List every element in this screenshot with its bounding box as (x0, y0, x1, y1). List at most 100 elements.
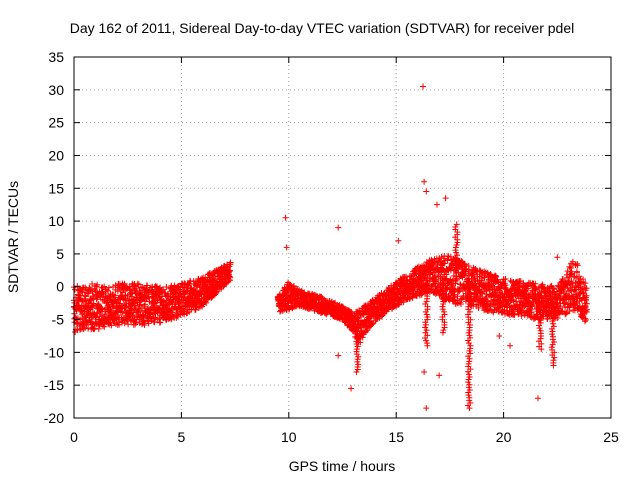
data-point (212, 291, 219, 298)
data-point (536, 306, 543, 313)
data-point (423, 405, 430, 412)
data-point (91, 325, 98, 332)
data-point (461, 272, 468, 279)
y-tick-label: -10 (44, 344, 64, 360)
data-point (440, 282, 447, 289)
data-point (73, 307, 80, 314)
data-point (423, 277, 430, 284)
data-point (532, 286, 539, 293)
data-point (465, 384, 472, 391)
data-point (537, 309, 544, 316)
x-tick-label: 25 (603, 429, 619, 445)
data-point (121, 304, 128, 311)
data-point (551, 354, 558, 361)
data-point (96, 321, 103, 328)
data-point (335, 224, 342, 231)
data-point (515, 278, 522, 285)
data-point (502, 276, 509, 283)
data-point (127, 305, 134, 312)
data-point (422, 321, 429, 328)
data-point (424, 274, 431, 281)
data-point (348, 385, 355, 392)
data-point (439, 306, 446, 313)
data-point (105, 284, 112, 291)
x-tick-label: 5 (178, 429, 186, 445)
data-point (570, 273, 577, 280)
data-point (583, 306, 590, 313)
data-point (439, 329, 446, 336)
data-point (453, 221, 460, 228)
data-point (466, 397, 473, 404)
data-point (112, 292, 119, 299)
y-tick-label: 5 (56, 246, 64, 262)
data-point (85, 290, 92, 297)
data-point (83, 321, 90, 328)
data-point (568, 268, 575, 275)
data-point (511, 303, 518, 310)
data-point (549, 320, 556, 327)
data-point (548, 325, 555, 332)
data-point (511, 311, 518, 318)
data-point (75, 292, 82, 299)
y-tick-label: 25 (48, 115, 64, 131)
data-point (532, 280, 539, 287)
data-point (354, 328, 361, 335)
data-point (454, 252, 461, 259)
data-point (129, 312, 136, 319)
data-point (432, 276, 439, 283)
data-point (227, 261, 234, 268)
data-point (104, 302, 111, 309)
data-point (550, 305, 557, 312)
data-point (353, 330, 360, 337)
data-point (354, 333, 361, 340)
data-point (213, 278, 220, 285)
data-point (467, 295, 474, 302)
data-point (353, 369, 360, 376)
data-point (156, 316, 163, 323)
data-point (535, 322, 542, 329)
data-point (536, 301, 543, 308)
data-point (144, 282, 151, 289)
data-point (443, 275, 450, 282)
data-point (539, 297, 546, 304)
data-point (564, 268, 571, 275)
data-point (213, 288, 220, 295)
data-point (157, 319, 164, 326)
data-point (441, 260, 448, 267)
data-point (583, 285, 590, 292)
data-point (129, 311, 136, 318)
data-point (456, 288, 463, 295)
grid (74, 57, 611, 418)
data-point (495, 307, 502, 314)
data-point (157, 284, 164, 291)
data-point (452, 244, 459, 251)
data-point (551, 312, 558, 319)
data-point (107, 307, 114, 314)
data-point (195, 304, 202, 311)
y-tick-labels: -20 -15 -10 -5 0 5 10 15 20 25 30 35 (44, 49, 64, 426)
data-point (441, 324, 448, 331)
data-point (422, 334, 429, 341)
data-point (421, 369, 428, 376)
data-point (569, 280, 576, 287)
data-point (279, 307, 286, 314)
data-point (101, 283, 108, 290)
data-point (549, 331, 556, 338)
data-point (423, 327, 430, 334)
data-point (582, 317, 589, 324)
data-point (550, 362, 557, 369)
data-point (82, 293, 89, 300)
data-point (465, 288, 472, 295)
data-point (116, 300, 123, 307)
y-axis-label: SDTVAR / TECUs (5, 181, 21, 293)
data-point (124, 292, 131, 299)
data-point (510, 297, 517, 304)
data-point (466, 293, 473, 300)
data-point (466, 405, 473, 412)
data-point (354, 323, 361, 330)
data-point (193, 281, 200, 288)
data-point (72, 286, 79, 293)
data-point (77, 326, 84, 333)
y-tick-label: -15 (44, 377, 64, 393)
data-point (227, 274, 234, 281)
